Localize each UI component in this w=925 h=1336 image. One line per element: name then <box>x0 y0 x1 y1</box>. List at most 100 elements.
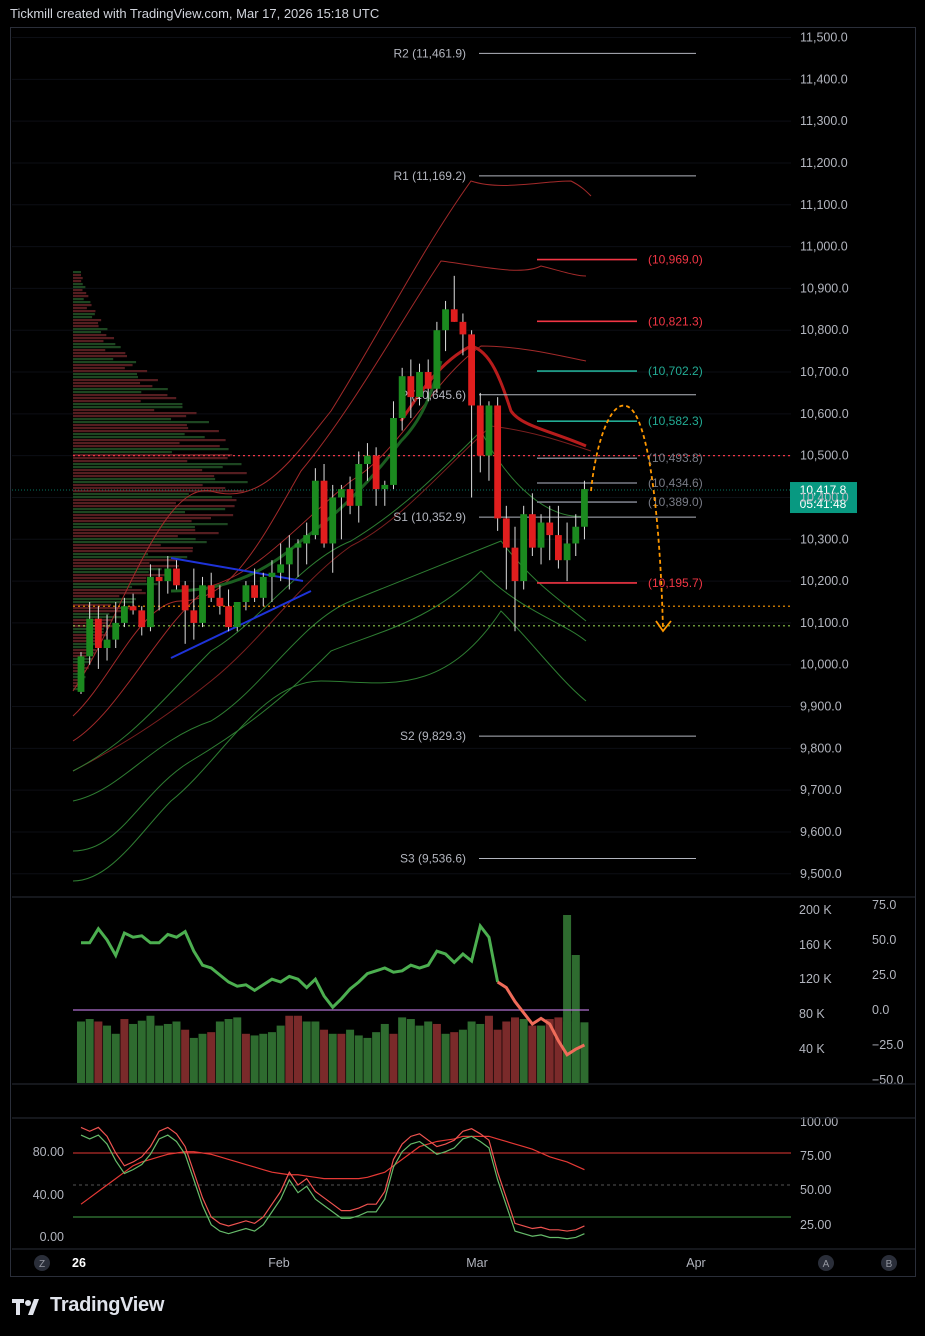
target-label: (10,969.0) <box>648 253 703 267</box>
volume-profile-bar <box>73 646 91 649</box>
volume-profile-bar <box>73 334 107 337</box>
volume-profile-bar <box>73 583 158 586</box>
candle-body <box>164 568 172 582</box>
volume-profile-bar <box>73 427 189 430</box>
price-axis-label: 9,500.0 <box>800 867 842 881</box>
price-axis-label: 10,300.0 <box>800 532 849 546</box>
stoch-right-axis-label: 25.00 <box>800 1218 831 1232</box>
stoch-left-axis-label: 40.00 <box>33 1188 64 1202</box>
price-axis-label: 10,700.0 <box>800 365 849 379</box>
candle-body <box>372 455 380 490</box>
volume-bar <box>85 1019 94 1083</box>
envelope-band-line <box>72 430 587 772</box>
volume-profile-bar <box>73 283 83 286</box>
volume-profile-bar <box>73 295 89 298</box>
chart-frame[interactable]: R2 (11,461.9) R1 (11,169.2) P (10,645.6) S1… <box>10 27 916 1277</box>
volume-profile-bar <box>73 346 121 349</box>
volume-profile-bar <box>73 484 203 487</box>
candle-body <box>129 606 137 611</box>
volume-profile-bar <box>73 433 185 436</box>
envelope-band-line <box>72 570 587 852</box>
volume-profile-bar <box>73 349 106 352</box>
volume-bar <box>354 1035 363 1083</box>
price-tag-countdown: 05:41:48 <box>800 497 847 511</box>
candle-body <box>546 522 554 536</box>
volume-profile-bar <box>73 472 247 475</box>
volume-profile-bar <box>73 415 187 418</box>
volume-bar <box>233 1017 242 1083</box>
volume-bar <box>224 1019 233 1083</box>
stoch-right-axis-label: 50.00 <box>800 1183 831 1197</box>
volume-bar <box>241 1033 250 1083</box>
volume-profile-bar <box>73 418 172 421</box>
volume-axis-label: 80 K <box>799 1007 825 1021</box>
volume-profile-bar <box>73 274 81 277</box>
volume-profile-bar <box>73 493 189 496</box>
volume-profile-bar <box>73 436 205 439</box>
volume-profile-bar <box>73 460 188 463</box>
oscillator-axis-label: 25.0 <box>872 968 896 982</box>
candle-body <box>147 576 154 628</box>
price-axis-label: 10,800.0 <box>800 323 849 337</box>
candle-body <box>502 518 510 548</box>
candle-body <box>112 622 120 640</box>
zoom-button[interactable] <box>34 1255 50 1271</box>
candle-body <box>381 484 389 490</box>
candle-body <box>338 489 345 498</box>
candle-body <box>433 330 441 389</box>
volume-profile-bar <box>73 649 97 652</box>
volume-bar <box>337 1033 346 1083</box>
volume-bar <box>528 1025 537 1083</box>
forecast-arc <box>590 404 664 632</box>
auto-scale-button[interactable] <box>818 1255 834 1271</box>
volume-axis-label: 160 K <box>799 938 832 952</box>
price-tag-bg <box>790 482 857 514</box>
tradingview-logo[interactable]: TradingView <box>12 1294 164 1317</box>
volume-profile-bar <box>73 613 110 616</box>
volume-bar <box>398 1017 407 1083</box>
volume-profile-bar <box>73 406 183 409</box>
volume-bar <box>259 1033 268 1083</box>
candle-body <box>294 543 302 548</box>
volume-profile-bar <box>73 514 234 517</box>
volume-profile-bar <box>73 574 169 577</box>
target-label: (10,434.6) <box>648 476 703 490</box>
candle-body <box>476 405 484 456</box>
chart-canvas[interactable]: R2 (11,461.9)R1 (11,169.2)P (10,645.6)S1… <box>11 28 915 1276</box>
candle-body <box>528 514 536 548</box>
volume-profile-bar <box>73 343 116 346</box>
volume-profile-bar <box>73 553 149 556</box>
tradingview-logo-icon <box>12 1298 39 1315</box>
price-axis-label: 9,900.0 <box>800 700 842 714</box>
volume-profile-bar <box>73 280 82 283</box>
volume-profile-bar <box>73 397 177 400</box>
volume-bar <box>380 1023 389 1083</box>
volume-profile-bar <box>73 454 233 457</box>
volume-bar <box>146 1015 155 1083</box>
oscillator-axis-label: 75.0 <box>872 898 896 912</box>
candle-body <box>346 489 354 506</box>
tradingview-logo-text: TradingView <box>50 1294 165 1316</box>
volume-bar <box>554 1017 563 1083</box>
volume-profile-bar <box>73 463 242 466</box>
volume-profile-bar <box>73 403 183 406</box>
candle-body <box>233 602 241 628</box>
pivot-label: R2 (11,461.9) <box>394 46 467 60</box>
volume-profile-bar <box>73 544 161 547</box>
target-label: (10,493.8) <box>648 451 703 465</box>
volume-profile-bar <box>73 373 138 376</box>
pivot-label: S1 (10,352.9) <box>393 510 466 524</box>
candle-body <box>520 514 528 582</box>
volume-bar <box>285 1015 294 1083</box>
candle-body <box>216 597 224 607</box>
volume-profile-bar <box>73 547 193 550</box>
volume-profile-bar <box>73 538 196 541</box>
candle-body <box>77 656 85 692</box>
price-axis-label: 11,500.0 <box>800 31 848 45</box>
price-axis-label: 10,100.0 <box>800 616 849 630</box>
toggle-button[interactable] <box>881 1255 897 1271</box>
candle-body <box>364 455 371 465</box>
candle-body <box>225 606 232 628</box>
candle-body <box>303 535 311 544</box>
volume-profile-bar <box>73 601 135 604</box>
